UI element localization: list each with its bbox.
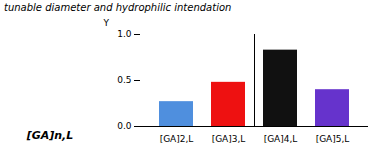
svg-text:[GA]5,L: [GA]5,L (316, 134, 350, 144)
html-text:[GA]n,L: [GA]n,L (26, 129, 74, 142)
html-text:tunable diameter and hydrophil: tunable diameter and hydrophilic intenda… (4, 2, 232, 13)
svg-text:1.0: 1.0 (117, 29, 132, 39)
svg-text:0.5: 0.5 (117, 75, 131, 85)
svg-text:Y: Y (103, 18, 110, 28)
svg-text:0.0: 0.0 (117, 121, 132, 131)
svg-text:[GA]2,L: [GA]2,L (160, 134, 194, 144)
svg-text:[GA]3,L: [GA]3,L (212, 134, 246, 144)
svg-text:[GA]4,L: [GA]4,L (264, 134, 298, 144)
